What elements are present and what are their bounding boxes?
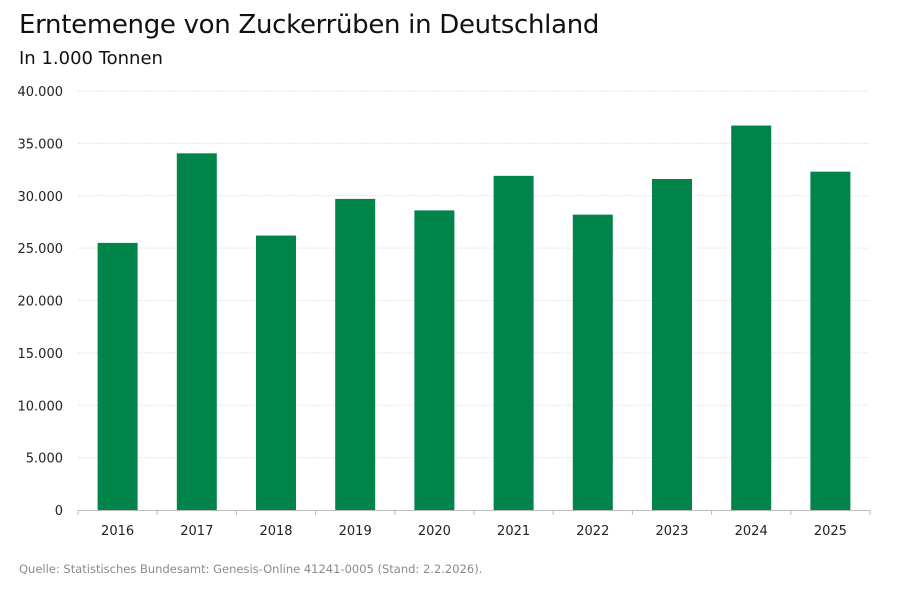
y-tick-label: 35.000: [18, 137, 64, 152]
y-tick-label: 5.000: [26, 452, 63, 467]
y-tick-label: 25.000: [18, 242, 64, 257]
bar: [731, 125, 772, 510]
bar: [256, 235, 296, 510]
bar: [176, 153, 217, 511]
bar: [810, 171, 851, 510]
y-tick-label: 40.000: [18, 85, 64, 100]
x-tick-label: 2024: [735, 524, 768, 539]
y-tick-label: 30.000: [18, 190, 64, 205]
y-tick-label: 0: [55, 504, 63, 519]
bar: [97, 242, 138, 510]
bar: [335, 198, 376, 510]
bar: [414, 210, 455, 511]
y-tick-label: 20.000: [18, 295, 64, 310]
x-tick-label: 2017: [180, 524, 213, 539]
x-tick-label: 2016: [101, 524, 134, 539]
y-tick-label: 10.000: [18, 399, 64, 414]
x-tick-label: 2018: [259, 524, 292, 539]
x-tick-label: 2022: [576, 524, 609, 539]
source-note: Quelle: Statistisches Bundesamt: Genesis…: [19, 562, 483, 576]
chart-subtitle: In 1.000 Tonnen: [19, 48, 163, 69]
x-tick-label: 2020: [418, 524, 451, 539]
x-tick-label: 2023: [655, 524, 688, 539]
x-tick-label: 2025: [814, 524, 847, 539]
bar: [572, 214, 613, 511]
chart-title: Erntemenge von Zuckerrüben in Deutschlan…: [19, 10, 600, 40]
bar: [652, 178, 692, 511]
bar: [493, 175, 534, 510]
x-tick-label: 2019: [339, 524, 372, 539]
x-tick-label: 2021: [497, 524, 530, 539]
y-tick-label: 15.000: [18, 347, 64, 362]
